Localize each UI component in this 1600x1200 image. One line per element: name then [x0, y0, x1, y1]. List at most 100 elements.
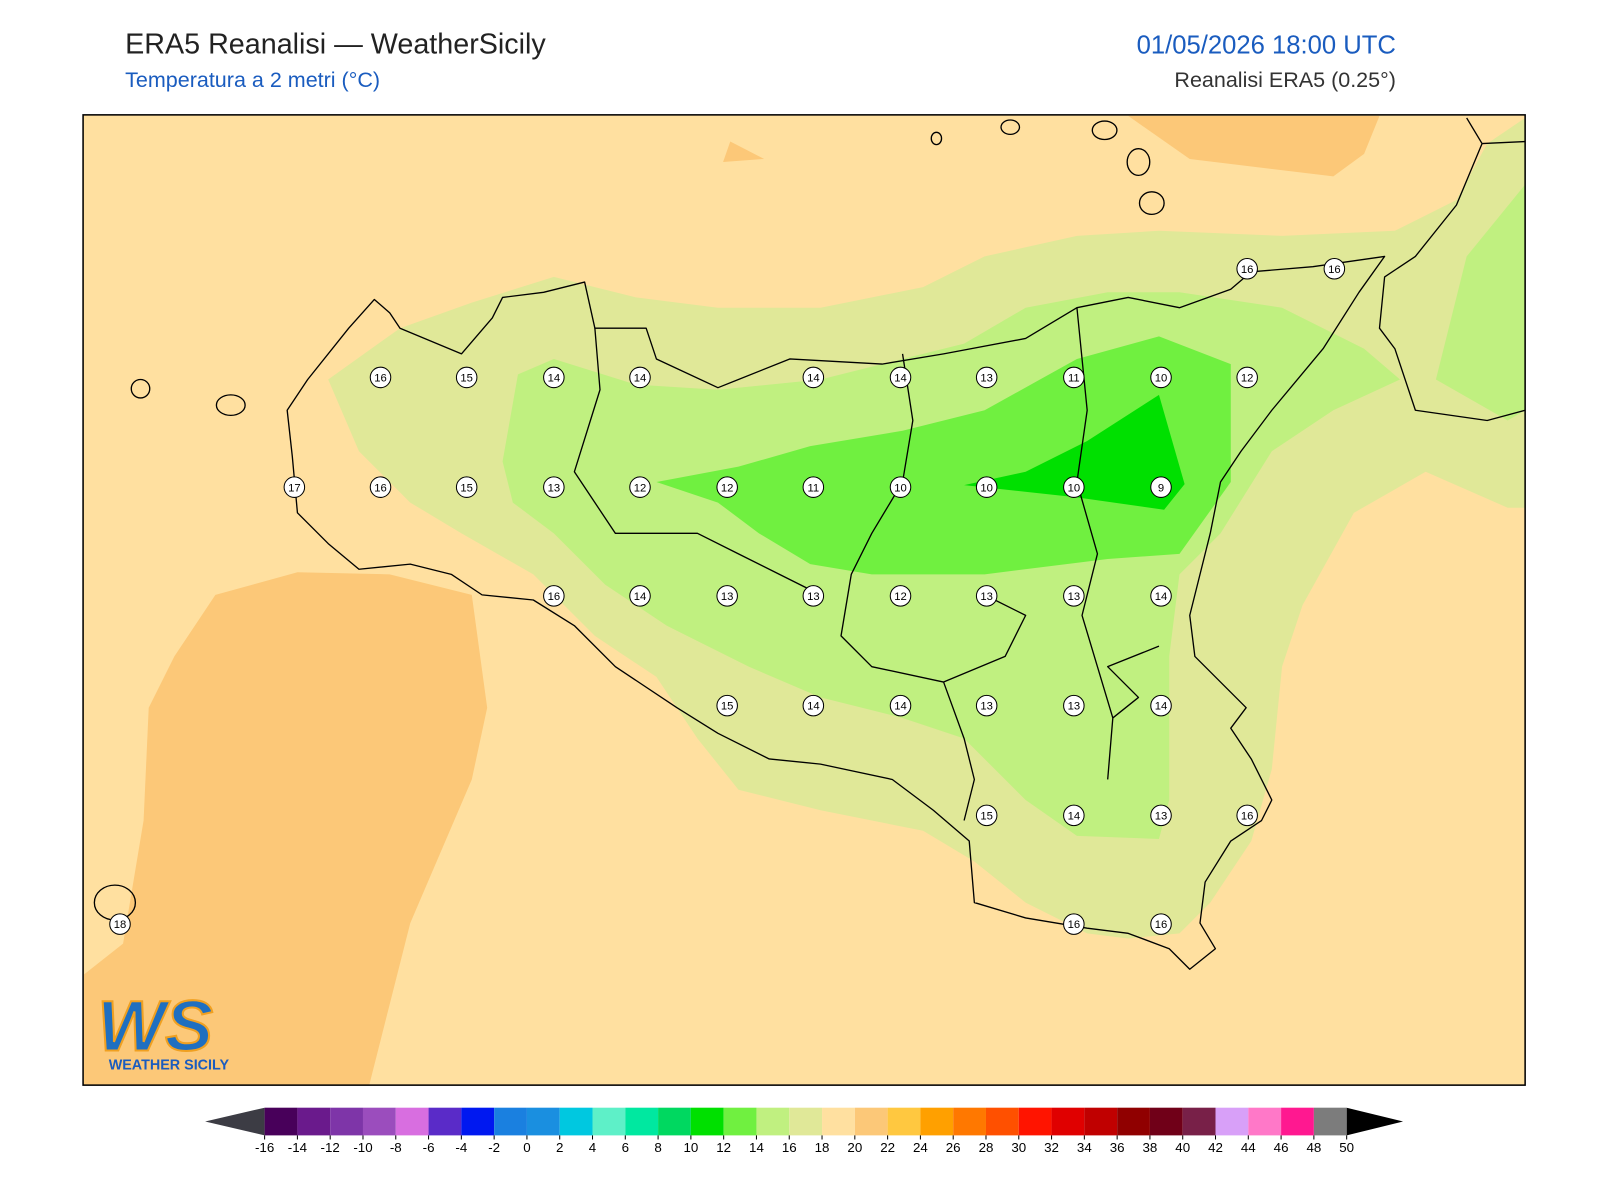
- station-value: 13: [980, 701, 993, 713]
- station-value: 13: [1068, 591, 1081, 603]
- station-value: 12: [634, 482, 647, 494]
- colorbar-under: [205, 1107, 265, 1136]
- station-marker: [802, 694, 825, 717]
- station-marker: [716, 585, 738, 607]
- colorbar-tick-label: -12: [321, 1140, 340, 1155]
- colorbar-tick-label: 12: [716, 1140, 731, 1155]
- colorbar-cell: [985, 1107, 1019, 1136]
- colorbar-tick-label: 38: [1143, 1140, 1158, 1155]
- station-value: 14: [634, 373, 647, 385]
- colorbar-tick-label: 10: [683, 1140, 698, 1155]
- station-marker: [1063, 585, 1085, 607]
- station-value: 16: [1241, 264, 1254, 276]
- station-marker: [716, 476, 738, 498]
- colorbar-tick-label: -14: [288, 1140, 308, 1155]
- station-marker: [1150, 476, 1172, 498]
- colorbar-cell: [887, 1107, 921, 1136]
- coastline: [286, 255, 1386, 970]
- colorbar-cell: [1248, 1107, 1282, 1136]
- colorbar-cell: [1051, 1107, 1085, 1136]
- station-value: 16: [1155, 919, 1168, 931]
- colorbar-cell: [1182, 1107, 1216, 1136]
- colorbar-cell: [920, 1107, 954, 1136]
- colorbar-tick-label: 42: [1208, 1140, 1223, 1155]
- colorbar-tick-label: -6: [423, 1140, 435, 1155]
- field-18-20: [84, 572, 488, 1086]
- colorbar-cell: [494, 1107, 527, 1136]
- station-marker: [543, 366, 565, 389]
- island: [130, 378, 151, 399]
- station-value: 11: [1068, 373, 1080, 385]
- colorbar-over: [1346, 1107, 1404, 1136]
- colorbar-tick-label: 28: [979, 1140, 994, 1155]
- datetime: 01/05/2026 18:00 UTC: [1137, 31, 1396, 59]
- stations: 16 16 16 15 14 14 14 14 13 11 10 12 17 16 15 13 12 12 11 10…: [109, 257, 1346, 935]
- station-marker: [802, 476, 825, 498]
- station-marker: [1236, 366, 1258, 389]
- title: ERA5 Reanalisi — WeatherSicily: [125, 28, 546, 60]
- station-marker: [1063, 366, 1085, 389]
- colorbar-cell: [723, 1107, 757, 1136]
- station-value: 13: [980, 373, 993, 385]
- station-value: 13: [1155, 810, 1168, 822]
- island: [1126, 148, 1151, 177]
- station-marker: [975, 585, 998, 607]
- station-value: 14: [807, 373, 820, 385]
- colorbar-tick-label: 44: [1241, 1140, 1256, 1155]
- station-value: 13: [1068, 701, 1081, 713]
- station-marker: [1323, 257, 1346, 280]
- source: Reanalisi ERA5 (0.25°): [1174, 68, 1395, 92]
- colorbar-tick-label: 0: [523, 1140, 530, 1155]
- coastline: [1378, 117, 1526, 422]
- colorbar-cell: [559, 1107, 593, 1136]
- station-marker: [629, 585, 651, 607]
- station-value: 14: [894, 701, 907, 713]
- island: [1000, 119, 1021, 136]
- colorbar-tick-label: -8: [390, 1140, 402, 1155]
- colorbar-cell: [822, 1107, 855, 1136]
- colorbar-tick-label: 2: [556, 1140, 563, 1155]
- station-marker: [802, 585, 825, 607]
- station-marker: [1150, 585, 1172, 607]
- station-value: 12: [1241, 373, 1254, 385]
- colorbar-tick-label: 30: [1011, 1140, 1026, 1155]
- colorbar-tick-label: 4: [589, 1140, 597, 1155]
- station-value: 16: [1328, 264, 1341, 276]
- colorbar-tick-label: 16: [782, 1140, 797, 1155]
- station-value: 10: [894, 482, 907, 494]
- colorbar-cell: [330, 1107, 363, 1136]
- station-marker: [629, 476, 651, 498]
- colorbar-cell: [526, 1107, 560, 1136]
- logo-mark: WS: [97, 986, 213, 1066]
- station-marker: [889, 476, 912, 498]
- colorbar-cell: [625, 1107, 659, 1136]
- field-12-14: [1435, 184, 1526, 421]
- station-value: 18: [114, 919, 127, 931]
- station-marker: [543, 585, 565, 607]
- colorbar-cell: [1084, 1107, 1118, 1136]
- colorbar-tick-label: 14: [749, 1140, 764, 1155]
- colorbar-tick-label: -16: [255, 1140, 274, 1155]
- colorbar-tick-label: 50: [1339, 1140, 1354, 1155]
- station-value: 15: [460, 373, 473, 385]
- station-marker: [889, 366, 912, 389]
- station-value: 11: [807, 482, 819, 494]
- station-value: 13: [807, 591, 820, 603]
- colorbar-tick-label: 8: [654, 1140, 661, 1155]
- station-marker: [889, 585, 912, 607]
- colorbar-cell: [1149, 1107, 1183, 1136]
- colorbar-tick-label: 26: [946, 1140, 961, 1155]
- station-value: 16: [374, 482, 387, 494]
- station-marker: [889, 694, 912, 717]
- colorbar-cell: [953, 1107, 986, 1136]
- station-marker: [975, 366, 998, 389]
- colorbar-tick-label: -4: [455, 1140, 467, 1155]
- station-value: 14: [894, 373, 907, 385]
- station-marker: [369, 476, 392, 498]
- station-marker: [1150, 366, 1172, 389]
- station-value: 16: [374, 373, 387, 385]
- station-marker: [1150, 694, 1172, 717]
- colorbar-tick-label: 36: [1110, 1140, 1125, 1155]
- colorbar-tick-label: 6: [622, 1140, 629, 1155]
